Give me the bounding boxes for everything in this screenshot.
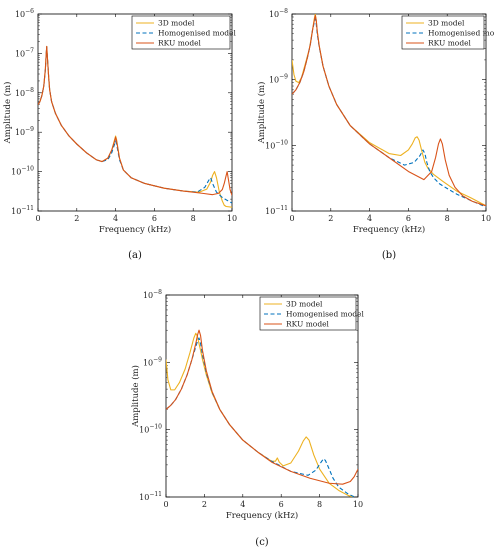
y-tick-base: 10 <box>11 168 21 177</box>
legend-label: 3D model <box>286 300 323 309</box>
y-tick-base: 10 <box>265 141 275 150</box>
y-tick-label: 10−8 <box>269 8 288 19</box>
y-tick-exponent: −7 <box>25 47 34 54</box>
y-tick-label: 10−9 <box>15 126 34 137</box>
legend-label: Homogenised model <box>428 29 494 38</box>
panel-label: (b) <box>382 250 396 261</box>
series-line-rku <box>166 329 358 485</box>
y-tick-base: 10 <box>15 10 25 19</box>
legend-label: Homogenised model <box>286 310 364 319</box>
y-tick-label: 10−9 <box>269 74 288 85</box>
x-tick-label: 0 <box>35 214 40 223</box>
x-tick-label: 6 <box>152 214 157 223</box>
y-tick-exponent: −8 <box>153 289 162 296</box>
y-tick-exponent: −6 <box>25 8 34 15</box>
y-tick-label: 10−6 <box>15 8 34 19</box>
x-tick-label: 10 <box>353 500 363 509</box>
x-tick-label: 0 <box>289 214 294 223</box>
y-axis-label: Amplitude (m) <box>256 82 267 145</box>
x-tick-label: 10 <box>227 214 237 223</box>
y-tick-base: 10 <box>11 207 21 216</box>
x-tick-label: 2 <box>74 214 79 223</box>
panel-label: (a) <box>128 250 142 261</box>
y-tick-base: 10 <box>15 89 25 98</box>
y-tick-exponent: −10 <box>149 424 162 431</box>
y-tick-label: 10−8 <box>15 87 34 98</box>
y-tick-label: 10−10 <box>139 424 162 435</box>
y-tick-exponent: −10 <box>21 166 34 173</box>
legend-label: Homogenised model <box>158 29 236 38</box>
y-tick-label: 10−10 <box>11 166 34 177</box>
y-tick-exponent: −9 <box>279 74 288 81</box>
chart-panel-0: 0 2 4 6 8 1010−1110−1010−910−810−710−6Frequen… <box>2 8 237 261</box>
y-tick-base: 10 <box>143 291 153 300</box>
x-tick-label: 2 <box>328 214 333 223</box>
y-tick-label: 10−9 <box>143 356 162 367</box>
legend-label: 3D model <box>158 19 195 28</box>
y-tick-base: 10 <box>269 10 279 19</box>
y-tick-exponent: −11 <box>275 205 288 212</box>
legend-label: RKU model <box>286 320 330 329</box>
x-tick-label: 8 <box>191 214 196 223</box>
panel-label: (c) <box>255 537 269 548</box>
y-tick-base: 10 <box>143 358 153 367</box>
y-tick-label: 10−8 <box>143 289 162 300</box>
y-tick-label: 10−10 <box>265 139 288 150</box>
y-tick-label: 10−11 <box>11 205 34 216</box>
x-tick-label: 4 <box>240 500 245 509</box>
series-line-rku <box>38 45 232 196</box>
y-tick-exponent: −11 <box>21 205 34 212</box>
x-tick-label: 0 <box>163 500 168 509</box>
y-tick-exponent: −8 <box>279 8 288 15</box>
x-tick-label: 6 <box>406 214 411 223</box>
series-line-rku <box>292 14 486 207</box>
y-tick-exponent: −11 <box>149 491 162 498</box>
y-tick-label: 10−11 <box>139 491 162 502</box>
x-axis-label: Frequency (kHz) <box>353 224 425 235</box>
y-tick-base: 10 <box>139 426 149 435</box>
x-tick-label: 4 <box>113 214 118 223</box>
y-tick-exponent: −10 <box>275 139 288 146</box>
x-axis-label: Frequency (kHz) <box>226 510 298 521</box>
legend-label: RKU model <box>428 39 472 48</box>
y-tick-exponent: −9 <box>25 126 34 133</box>
x-tick-label: 2 <box>202 500 207 509</box>
x-axis-label: Frequency (kHz) <box>99 224 171 235</box>
legend-label: RKU model <box>158 39 202 48</box>
legend-label: 3D model <box>428 19 465 28</box>
y-axis-label: Amplitude (m) <box>130 365 141 428</box>
y-tick-label: 10−7 <box>15 47 34 58</box>
y-axis-label: Amplitude (m) <box>2 82 13 145</box>
y-tick-exponent: −9 <box>153 356 162 363</box>
x-tick-label: 4 <box>367 214 372 223</box>
y-tick-base: 10 <box>265 207 275 216</box>
x-tick-label: 8 <box>445 214 450 223</box>
x-tick-label: 10 <box>481 214 491 223</box>
y-tick-base: 10 <box>15 128 25 137</box>
y-tick-base: 10 <box>269 76 279 85</box>
x-tick-label: 8 <box>317 500 322 509</box>
x-tick-label: 6 <box>279 500 284 509</box>
y-tick-label: 10−11 <box>265 205 288 216</box>
y-tick-exponent: −8 <box>25 87 34 94</box>
y-tick-base: 10 <box>139 493 149 502</box>
y-tick-base: 10 <box>15 49 25 58</box>
